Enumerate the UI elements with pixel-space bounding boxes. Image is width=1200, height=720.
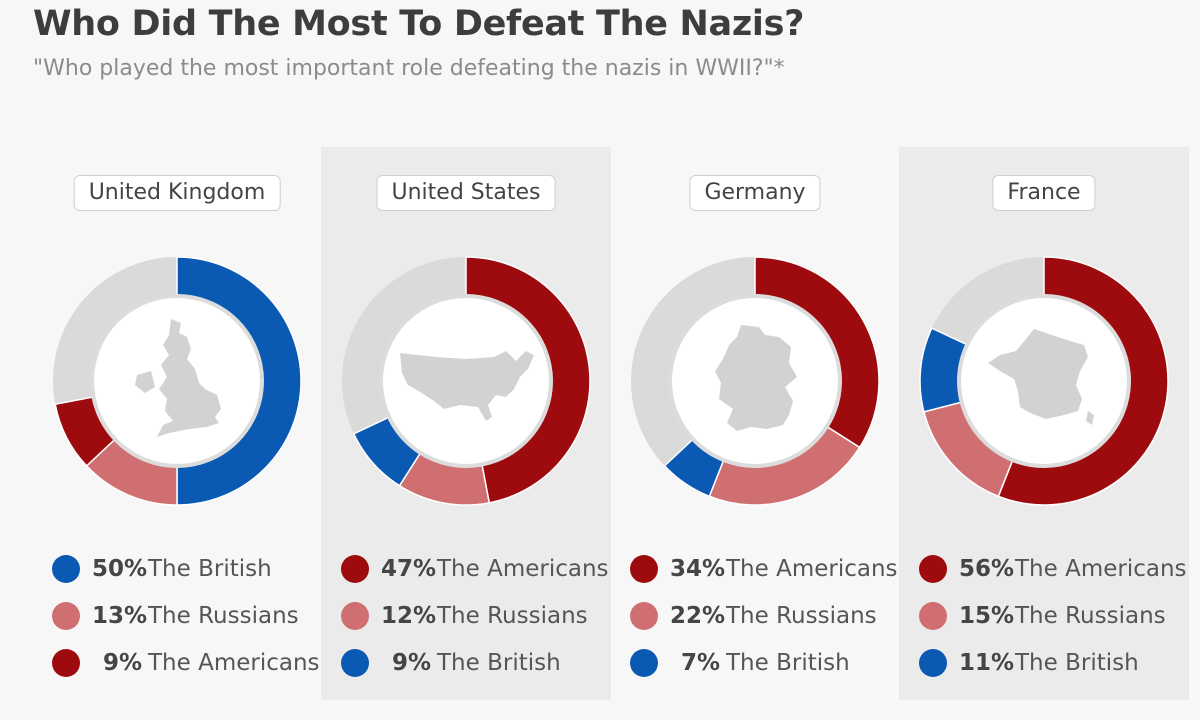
- legend-item-the-russians: 13% The Russians: [52, 592, 332, 639]
- legend-dot: [630, 648, 658, 677]
- legend-percent: 12%: [381, 602, 437, 629]
- legend-label: The British: [1015, 649, 1139, 676]
- country-label: Germany: [689, 175, 821, 211]
- legend: 56% The Americans 15% The Russians 11% The Br…: [919, 545, 1199, 686]
- legend-percent: 50%: [92, 555, 148, 582]
- country-map-icon: [400, 351, 534, 421]
- legend-percent: 15%: [959, 602, 1015, 629]
- legend: 47% The Americans 12% The Russians 9% The Bri…: [341, 545, 621, 686]
- legend-dot: [52, 601, 80, 630]
- legend-dot: [341, 554, 369, 583]
- chart-title: Who Did The Most To Defeat The Nazis?: [33, 4, 805, 44]
- legend-item-the-americans: 56% The Americans: [919, 545, 1199, 592]
- legend-dot: [630, 601, 658, 630]
- donut-chart: [342, 256, 591, 506]
- donut-chart: [53, 256, 302, 506]
- donut-chart: [631, 256, 880, 506]
- legend-item-the-british: 9% The British: [341, 639, 621, 686]
- country-label: France: [992, 175, 1096, 211]
- legend-label: The Russians: [437, 602, 588, 629]
- legend-label: The Americans: [148, 649, 320, 676]
- country-panel-germany: Germany 34% The Americans 22% The Russians 7%…: [610, 147, 900, 700]
- country-panel-france: France 56% The Americans 15% The Russians 11%…: [899, 147, 1189, 700]
- legend-label: The Americans: [726, 555, 898, 582]
- legend-item-the-americans: 34% The Americans: [630, 545, 910, 592]
- country-map-icon: [135, 319, 221, 437]
- legend-percent: 56%: [959, 555, 1015, 582]
- legend: 34% The Americans 22% The Russians 7% The Bri…: [630, 545, 910, 686]
- country-map-icon: [715, 325, 797, 431]
- donut-chart: [919, 256, 1169, 506]
- legend-label: The Russians: [726, 602, 877, 629]
- legend-percent: 47%: [381, 555, 437, 582]
- country-panel-united-states: United States 47% The Americans 12% The Russ…: [321, 147, 611, 700]
- legend-dot: [919, 648, 947, 677]
- legend-label: The British: [148, 555, 272, 582]
- legend-dot: [52, 648, 80, 677]
- legend-percent: 22%: [670, 602, 726, 629]
- legend-dot: [630, 554, 658, 583]
- legend-label: The British: [726, 649, 850, 676]
- legend-label: The Americans: [437, 555, 609, 582]
- legend-item-the-russians: 15% The Russians: [919, 592, 1199, 639]
- legend-label: The Russians: [1015, 602, 1166, 629]
- legend-item-the-british: 50% The British: [52, 545, 332, 592]
- legend-label: The British: [437, 649, 561, 676]
- country-panel-united-kingdom: United Kingdom 50% The British 13% The Russi…: [32, 147, 322, 700]
- legend-percent: 34%: [670, 555, 726, 582]
- legend-dot: [919, 601, 947, 630]
- legend-percent: 13%: [92, 602, 148, 629]
- legend-dot: [341, 601, 369, 630]
- legend-dot: [341, 648, 369, 677]
- legend-dot: [52, 554, 80, 583]
- legend-percent: 9%: [391, 649, 431, 676]
- legend-item-the-russians: 12% The Russians: [341, 592, 621, 639]
- legend-item-the-americans: 47% The Americans: [341, 545, 621, 592]
- legend-dot: [919, 554, 947, 583]
- legend-label: The Americans: [1015, 555, 1187, 582]
- legend-item-the-americans: 9% The Americans: [52, 639, 332, 686]
- legend-item-the-british: 11% The British: [919, 639, 1199, 686]
- legend-percent: 7%: [680, 649, 720, 676]
- legend-percent: 9%: [102, 649, 142, 676]
- legend-item-the-british: 7% The British: [630, 639, 910, 686]
- legend: 50% The British 13% The Russians 9% The Ameri…: [52, 545, 332, 686]
- legend-item-the-russians: 22% The Russians: [630, 592, 910, 639]
- chart-subtitle: "Who played the most important role defe…: [33, 56, 785, 81]
- country-label: United Kingdom: [73, 175, 281, 211]
- legend-label: The Russians: [148, 602, 299, 629]
- legend-percent: 11%: [959, 649, 1015, 676]
- country-label: United States: [376, 175, 556, 211]
- country-map-icon: [988, 329, 1094, 425]
